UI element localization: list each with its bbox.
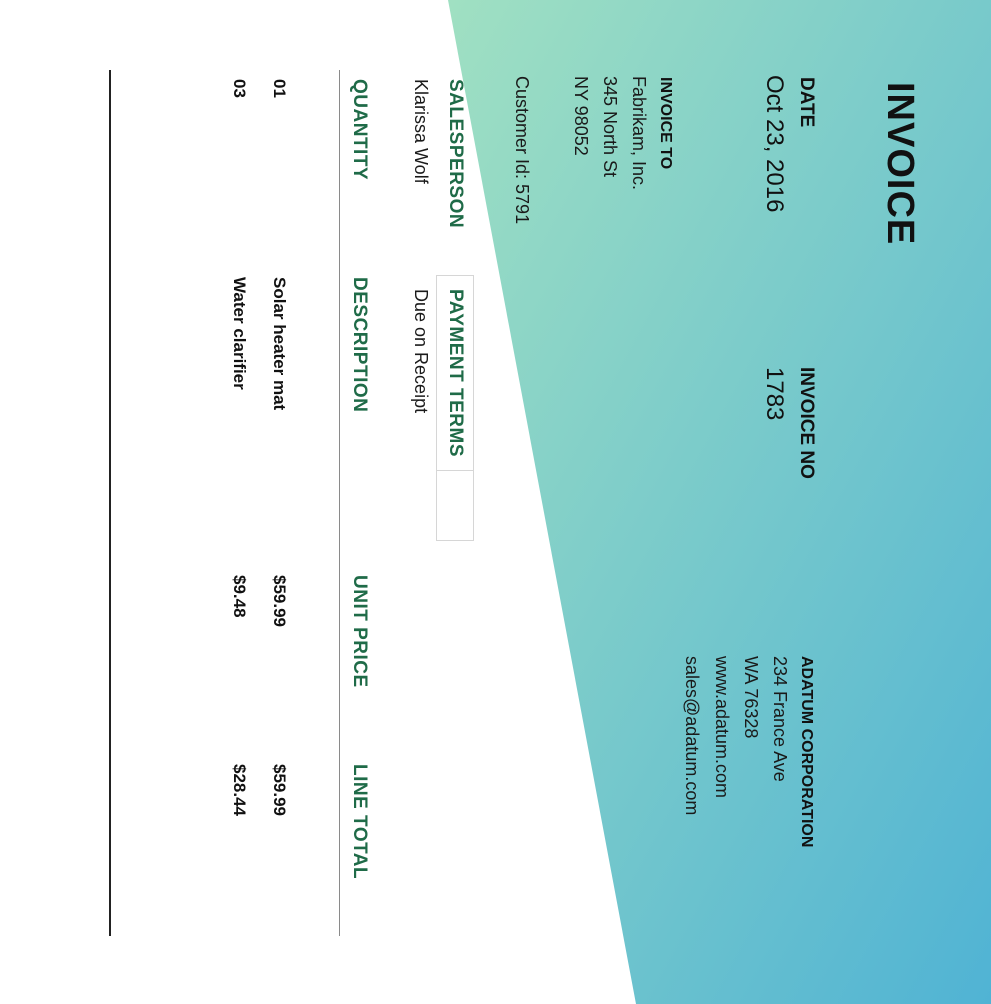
row-unit-price: $9.48 bbox=[230, 575, 249, 618]
row-quantity: 01 bbox=[270, 79, 289, 98]
invoice-date: Oct 23, 2016 bbox=[761, 75, 788, 213]
row-unit-price: $59.99 bbox=[270, 575, 289, 627]
customer-street: 345 North St bbox=[600, 76, 620, 178]
row-line-total: $59.99 bbox=[270, 764, 289, 816]
col-unit-price-header: UNIT PRICE bbox=[349, 575, 370, 688]
salesperson-name: Klarissa Wolf bbox=[411, 79, 431, 184]
company-email: sales@adatum.com bbox=[682, 656, 702, 816]
payment-terms-label: PAYMENT TERMS bbox=[445, 289, 466, 458]
date-label: DATE bbox=[796, 77, 817, 128]
row-line-total: $28.44 bbox=[230, 764, 249, 816]
customer-region: NY 98052 bbox=[571, 76, 591, 156]
header-divider bbox=[339, 70, 340, 936]
salesperson-label: SALESPERSON bbox=[445, 79, 466, 229]
row-quantity: 03 bbox=[230, 79, 249, 98]
invoice-no-label: INVOICE NO bbox=[796, 367, 817, 479]
col-quantity-header: QUANTITY bbox=[349, 79, 370, 181]
company-name: ADATUM CORPORATION bbox=[798, 656, 815, 848]
customer-name: Fabrikam, Inc. bbox=[629, 76, 649, 191]
company-website: www.adatum.com bbox=[712, 656, 732, 799]
col-description-header: DESCRIPTION bbox=[349, 277, 370, 413]
payment-terms-value: Due on Receipt bbox=[411, 289, 431, 414]
table-bottom-rule bbox=[109, 70, 111, 936]
invoice-number: 1783 bbox=[761, 367, 788, 421]
invoice-title: INVOICE bbox=[879, 82, 921, 246]
row-description: Water clarifier bbox=[230, 277, 249, 390]
col-line-total-header: LINE TOTAL bbox=[349, 764, 370, 880]
company-street: 234 France Ave bbox=[770, 656, 790, 782]
company-region: WA 76328 bbox=[741, 656, 761, 739]
customer-id: Customer Id: 5791 bbox=[512, 76, 532, 225]
invoice-to-label: INVOICE TO bbox=[657, 77, 674, 170]
payment-terms-divider bbox=[436, 470, 474, 471]
row-description: Solar heater mat bbox=[270, 277, 289, 411]
